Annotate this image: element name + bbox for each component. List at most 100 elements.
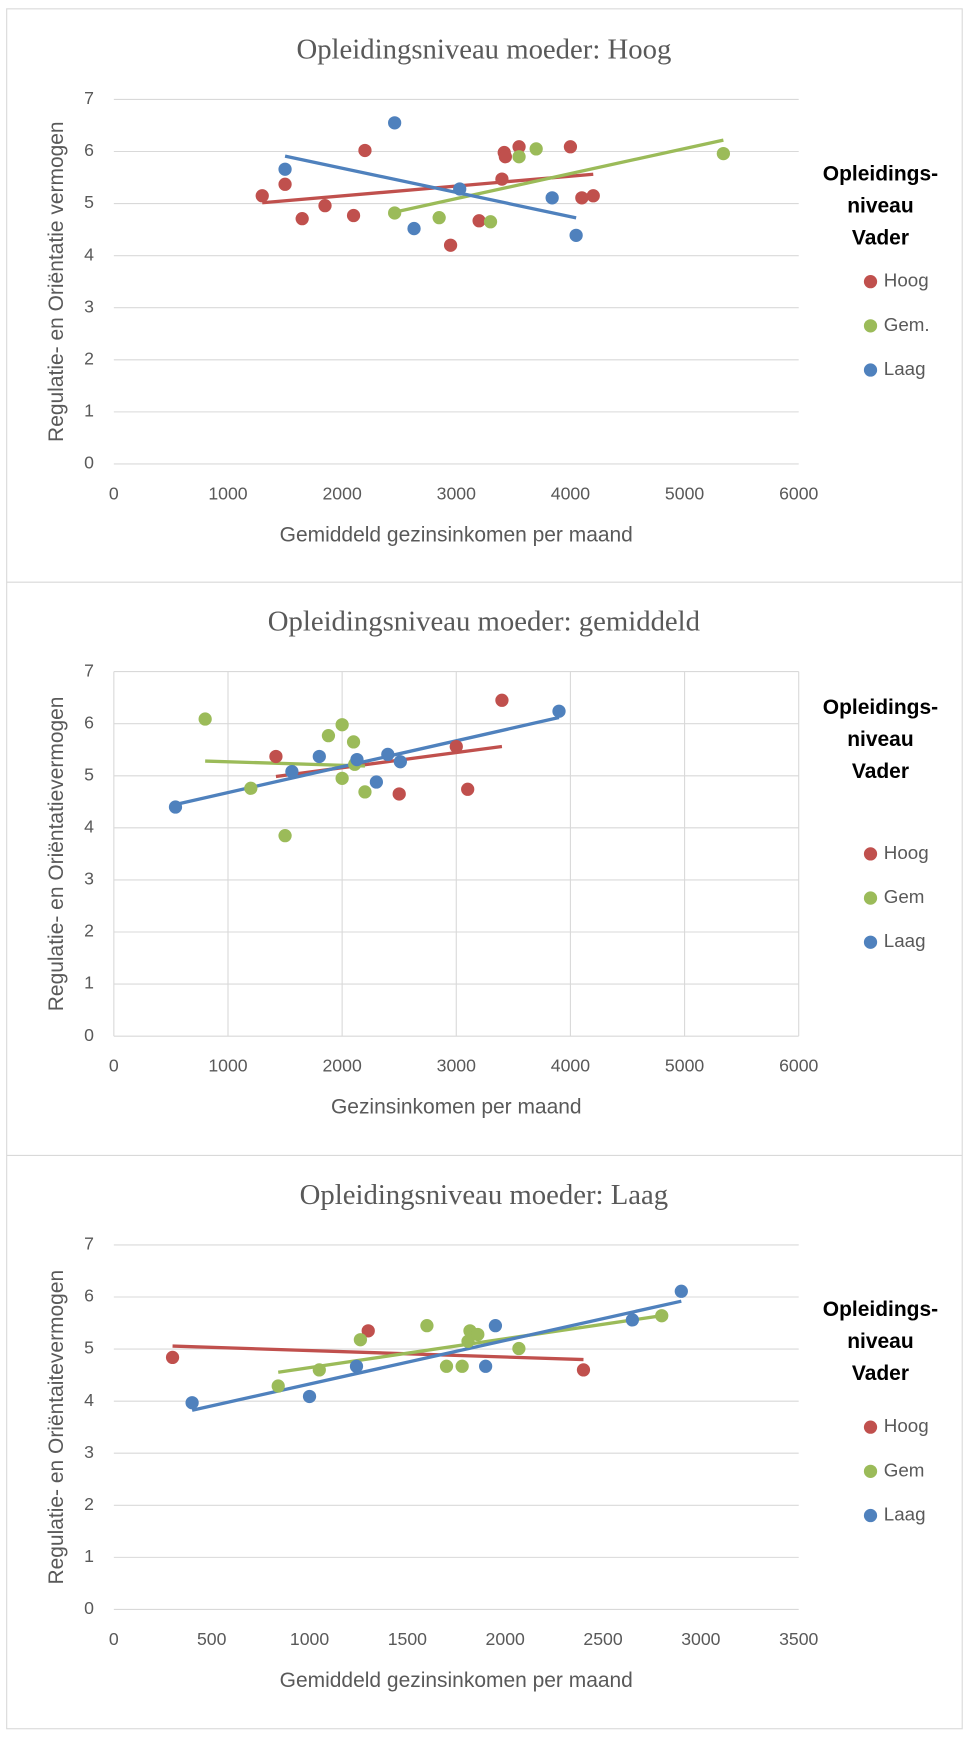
legend-marker [863,1464,878,1478]
point [479,1359,493,1373]
y-tick-label: 2 [84,348,94,368]
legend-title-line: niveau [847,728,913,751]
point [655,1309,669,1323]
y-axis-label: Regulatie- en Oriëntatievermogen [45,697,68,1012]
y-tick-label: 6 [84,140,94,160]
legend-marker [863,363,878,377]
point [552,704,566,718]
x-tick-label: 3000 [437,484,476,504]
point [346,735,361,749]
point [569,228,583,242]
x-tick-label: 500 [197,1629,227,1649]
x-tick-label: 2500 [583,1629,622,1649]
point [575,191,589,205]
point [271,1379,285,1393]
trendline [175,715,560,807]
point [244,781,258,795]
point [361,1324,375,1338]
point [369,775,384,789]
trendline [394,138,724,214]
point [432,210,446,225]
point [285,764,299,779]
trendline [284,154,577,220]
y-tick-label: 3 [84,1442,94,1462]
x-tick-label: 6000 [779,484,818,504]
point [388,206,402,220]
legend-title-line: Opleidings- [823,162,938,185]
point [321,729,336,743]
x-tick-label: 3000 [437,1056,476,1076]
x-tick-label: 1500 [388,1629,427,1649]
point [358,785,372,799]
y-tick-label: 7 [84,88,94,108]
point [449,739,463,754]
x-tick-label: 1000 [208,484,247,504]
y-tick-label: 3 [84,296,94,316]
y-tick-label: 6 [84,712,94,732]
x-tick-label: 0 [109,1056,119,1076]
y-tick-label: 5 [84,764,94,784]
trendline [205,759,366,768]
point [563,140,578,154]
point [185,1396,199,1410]
legend-label: Hoog [884,270,929,291]
legend-title-line: Opleidings- [823,1298,938,1321]
chart-title: Opleidingsniveau moeder: Hoog [296,34,671,66]
point [471,1327,485,1342]
y-tick-label: 4 [84,244,94,264]
point [393,755,407,769]
point [349,1359,364,1373]
y-tick-label: 0 [84,1025,94,1045]
point [168,800,183,814]
point [302,1389,317,1404]
x-tick-label: 4000 [551,484,590,504]
legend-title: Opleidings-niveau Vader [823,696,938,783]
legend-label: Hoog [884,1415,929,1436]
point [674,1284,688,1298]
x-axis-label: Gezinsinkomen per maand [331,1095,582,1118]
y-tick-label: 3 [84,869,94,889]
point [165,1350,180,1365]
point [312,749,326,764]
point [483,215,498,229]
point [335,718,349,732]
point [488,1319,503,1333]
frame [6,8,963,1730]
y-tick-label: 1 [84,1546,94,1566]
x-axis-label: Gemiddeld gezinsinkomen per maand [280,1669,633,1692]
point [495,693,509,707]
point [407,221,421,236]
point [312,1363,326,1377]
point [455,1359,469,1373]
point [625,1313,640,1327]
point [335,771,349,785]
point [498,150,512,164]
legend-label: Laag [884,358,926,379]
legend-marker [863,1508,878,1523]
point [461,1334,475,1348]
point [439,1359,454,1373]
point [350,752,364,767]
x-tick-label: 3500 [779,1629,818,1649]
legend-label: Hoog [884,842,929,863]
point [529,142,543,156]
point [392,787,406,801]
point [318,199,332,213]
legend-title-line: Vader [852,226,909,249]
point [512,140,526,154]
point [453,182,467,196]
x-tick-label: 1000 [208,1056,247,1076]
y-tick-label: 5 [84,1338,94,1358]
point [461,782,475,796]
y-axis-label: Regulatie- en Oriëntatie vermogen [45,121,68,442]
point [576,1363,591,1377]
y-tick-label: 4 [84,1390,94,1410]
legend-title-line: Vader [852,1362,909,1385]
chart-title: Opleidingsniveau moeder: Laag [300,1179,668,1211]
x-tick-label: 6000 [779,1056,818,1076]
point [381,747,395,762]
point [278,829,292,843]
point [420,1319,434,1333]
point [495,172,509,186]
